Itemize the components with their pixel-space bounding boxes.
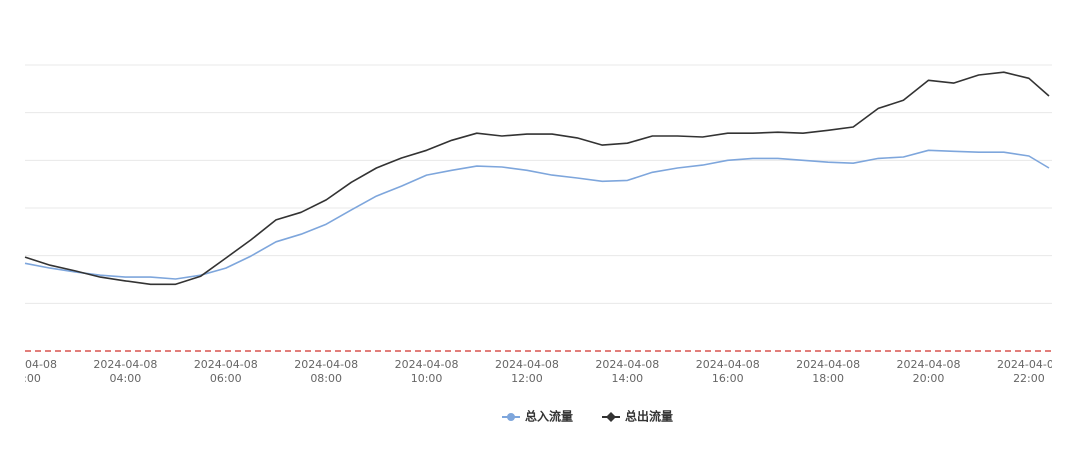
x-tick-label-line: 2024-04-08 bbox=[495, 358, 559, 371]
x-tick-label: 2024-04-08 04:00 bbox=[93, 358, 157, 385]
x-tick-label: 2024-04-08 14:00 bbox=[595, 358, 659, 385]
x-tick-label-line: 2024-04-08 bbox=[595, 358, 659, 371]
legend-label: 总入流量 bbox=[525, 409, 573, 424]
x-tick-label-line: 2024-04-08 bbox=[997, 358, 1061, 371]
x-tick-label: 2024-04-08 10:00 bbox=[395, 358, 459, 385]
x-tick-label-line: 02:00 bbox=[9, 372, 41, 385]
x-tick-label-line: 2024-04-08 bbox=[796, 358, 860, 371]
x-tick-label: 2024-04-08 22:00 bbox=[997, 358, 1061, 385]
x-tick-label-line: 06:00 bbox=[210, 372, 242, 385]
legend: 总入流量 总出流量 bbox=[502, 409, 673, 424]
x-tick-label: 2024-04-08 06:00 bbox=[194, 358, 258, 385]
x-tick-label-line: 2024-04-08 bbox=[93, 358, 157, 371]
legend-label: 总出流量 bbox=[625, 409, 673, 424]
series-line bbox=[24, 149, 1050, 280]
x-tick-label: 2024-04-08 12:00 bbox=[495, 358, 559, 385]
x-tick-label: 2024-04-08 08:00 bbox=[294, 358, 358, 385]
x-tick-label-line: 16:00 bbox=[712, 372, 744, 385]
x-tick-label-line: 2024-04-08 bbox=[194, 358, 258, 371]
x-tick-label-line: 22:00 bbox=[1013, 372, 1045, 385]
grid bbox=[25, 64, 1052, 352]
x-tick-label-line: 12:00 bbox=[511, 372, 543, 385]
legend-marker bbox=[507, 413, 515, 421]
legend-marker bbox=[606, 412, 616, 422]
x-tick-label: 2024-04-08 18:00 bbox=[796, 358, 860, 385]
x-tick-label-line: 2024-04-08 bbox=[696, 358, 760, 371]
x-axis-labels: 2024-04-0802:002024-04-0804:002024-04-08… bbox=[0, 358, 1061, 385]
x-tick-label-line: 10:00 bbox=[411, 372, 443, 385]
x-tick-label-line: 2024-04-08 bbox=[294, 358, 358, 371]
series-line bbox=[24, 71, 1050, 286]
x-tick-label-line: 14:00 bbox=[611, 372, 643, 385]
x-tick-label-line: 2024-04-08 bbox=[0, 358, 57, 371]
x-tick-label-line: 2024-04-08 bbox=[897, 358, 961, 371]
x-tick-label: 2024-04-08 20:00 bbox=[897, 358, 961, 385]
x-tick-label-line: 08:00 bbox=[310, 372, 342, 385]
x-tick-label-line: 2024-04-08 bbox=[395, 358, 459, 371]
lines bbox=[24, 71, 1050, 286]
x-tick-label-line: 20:00 bbox=[913, 372, 945, 385]
x-tick-label: 2024-04-08 16:00 bbox=[696, 358, 760, 385]
x-tick-label-line: 18:00 bbox=[812, 372, 844, 385]
x-tick-label-line: 04:00 bbox=[110, 372, 142, 385]
